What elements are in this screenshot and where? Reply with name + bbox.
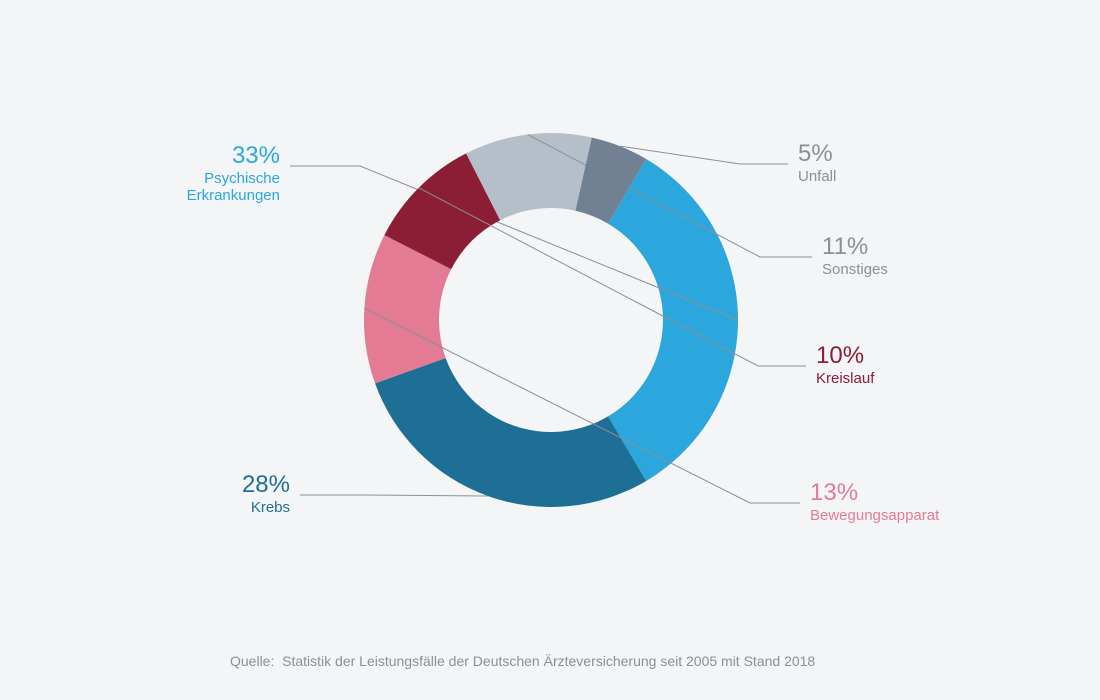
chart-stage: 33%PsychischeErkrankungen 28%Krebs 13%Bewe… [0, 0, 1100, 700]
donut-slice [375, 358, 646, 507]
slice-label: 28%Krebs [242, 471, 290, 516]
slice-name: Unfall [798, 168, 836, 185]
slice-pct: 28% [242, 471, 290, 499]
leader-line [300, 495, 488, 496]
slice-name: Krebs [242, 499, 290, 516]
slice-pct: 33% [187, 142, 280, 170]
slice-name: Bewegungsapparat [810, 507, 939, 524]
slice-pct: 10% [816, 342, 874, 370]
slice-name: Kreislauf [816, 370, 874, 387]
slice-name: PsychischeErkrankungen [187, 170, 280, 205]
slice-label: 13%Bewegungsapparat [810, 479, 939, 524]
donut-slice [608, 159, 738, 481]
slice-label: 5%Unfall [798, 140, 836, 185]
slice-pct: 5% [798, 140, 836, 168]
slice-pct: 13% [810, 479, 939, 507]
slice-label: 33%PsychischeErkrankungen [187, 142, 280, 204]
slice-label: 10%Kreislauf [816, 342, 874, 387]
donut-svg [0, 0, 1100, 700]
slice-pct: 11% [822, 233, 888, 261]
slice-label: 11%Sonstiges [822, 233, 888, 278]
source-text: Quelle: Statistik der Leistungsfälle der… [230, 653, 815, 669]
slice-name: Sonstiges [822, 261, 888, 278]
